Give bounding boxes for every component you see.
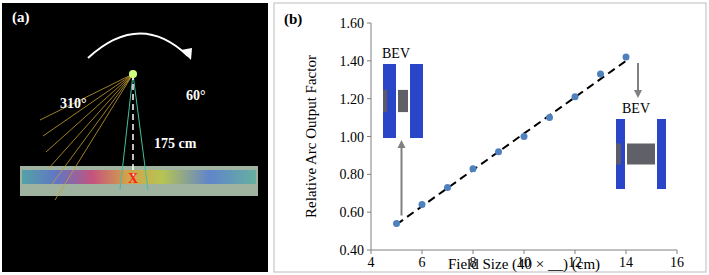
x-tick (626, 250, 627, 254)
y-tick-label: 0.60 (340, 205, 365, 220)
annotation-arrow (401, 146, 403, 216)
y-axis-title: Relative Arc Output Factor (303, 55, 319, 218)
y-tick-label: 1.40 (340, 54, 365, 69)
y-tick (367, 23, 371, 24)
bev-opening (625, 119, 657, 189)
y-tick-label: 0.40 (340, 243, 365, 258)
data-point (470, 165, 477, 172)
bev-jaw (616, 119, 666, 189)
data-point (419, 201, 426, 208)
central-axis (132, 74, 134, 176)
distance-label: 175 cm (154, 136, 197, 151)
y-tick (367, 212, 371, 213)
bev-mlc (616, 144, 621, 165)
bev-mlc (383, 90, 387, 112)
arc-beam (46, 74, 133, 152)
x-tick-label: 14 (619, 255, 633, 270)
panel-a-background (2, 3, 268, 272)
isocenter-label: X (128, 171, 138, 186)
panel-b-frame (274, 3, 706, 272)
angle-label: 60° (186, 88, 206, 103)
annotation-arrowhead (398, 140, 406, 148)
x-tick (371, 250, 372, 254)
x-tick (524, 250, 525, 254)
x-tick (422, 250, 423, 254)
arc-beam (55, 74, 133, 200)
y-tick (367, 136, 371, 137)
bev-field (398, 90, 408, 112)
x-tick-label: 6 (419, 255, 426, 270)
panel-label: (b) (284, 11, 302, 28)
data-point (521, 133, 528, 140)
data-point (546, 114, 553, 121)
x-tick-label: 16 (670, 255, 684, 270)
marks (393, 54, 630, 227)
bev-inset (616, 119, 666, 189)
bev-inset (383, 64, 423, 138)
data-point (393, 220, 400, 227)
x-tick-label: 4 (368, 255, 375, 270)
y-tick-label: 1.00 (340, 130, 365, 145)
angle-label: 310° (60, 96, 87, 111)
annotation: BEV (622, 101, 650, 116)
x-tick (677, 250, 678, 254)
source (129, 70, 137, 78)
panel-a: (a) 310° 60° 175 cm X (2, 3, 268, 272)
data-point (623, 54, 630, 61)
arc-beam (52, 74, 133, 184)
fit-line (397, 61, 627, 225)
data-point (572, 93, 579, 100)
y-tick (367, 174, 371, 175)
annotation-arrow (637, 63, 639, 92)
phantom (20, 166, 258, 196)
panel-label: (a) (12, 9, 30, 26)
y-tick-label: 1.20 (340, 92, 365, 107)
annotation-arrowhead (634, 90, 642, 98)
x-tick (575, 250, 576, 254)
x-axis-title: Field Size (40 × __) (cm) (448, 256, 600, 273)
arc-arrowhead (181, 48, 192, 60)
y-tick (367, 60, 371, 61)
y-tick-label: 1.60 (340, 16, 365, 31)
figure: (a) 310° 60° 175 cm X (b) 0.40 0.60 0.80 1.00 1.20… (0, 0, 709, 275)
arc-path (88, 33, 188, 58)
y-tick (367, 98, 371, 99)
x-tick (473, 250, 474, 254)
bev-opening (396, 64, 410, 138)
data-point (597, 71, 604, 78)
arc-beam (49, 74, 133, 168)
data-point (444, 184, 451, 191)
bev-field (627, 144, 655, 165)
data-point (495, 148, 502, 155)
panel-b: (b)0.400.600.801.001.201.401.60468101214… (274, 3, 706, 273)
arc-beam (43, 74, 133, 136)
y-tick (367, 250, 371, 251)
y-tick-label: 0.80 (340, 167, 365, 182)
annotation: BEV (382, 46, 410, 61)
bev-jaw (383, 64, 423, 138)
